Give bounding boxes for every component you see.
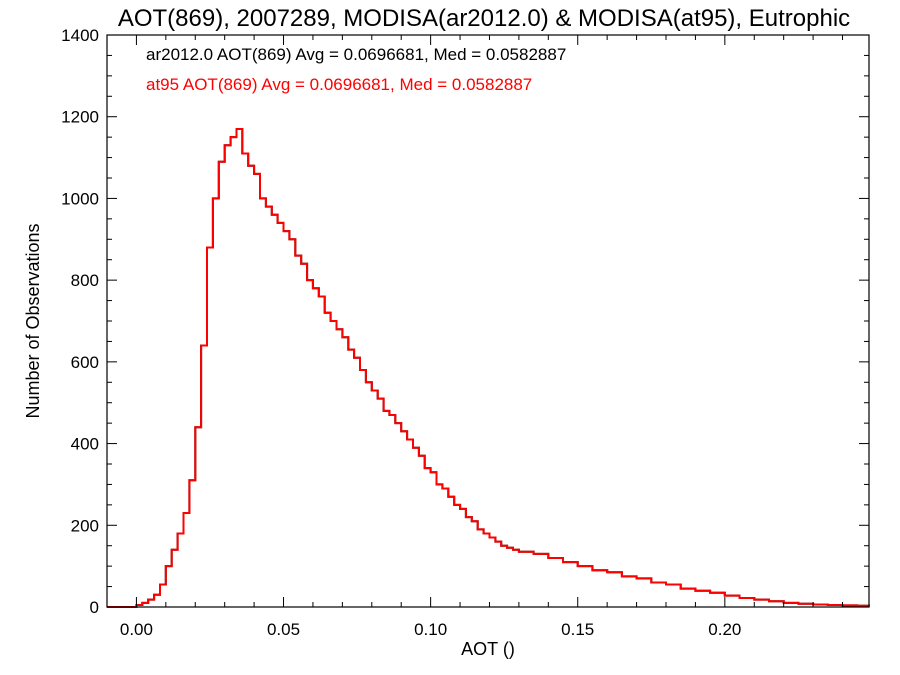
y-tick-label: 1400 — [61, 26, 99, 45]
y-tick-label: 1200 — [61, 108, 99, 127]
y-tick-label: 600 — [71, 353, 99, 372]
x-axis-label: AOT () — [461, 639, 515, 659]
y-tick-label: 200 — [71, 516, 99, 535]
annotation-ar2012: ar2012.0 AOT(869) Avg = 0.0696681, Med =… — [146, 45, 566, 64]
x-tick-label: 0.10 — [414, 620, 447, 639]
x-tick-label: 0.05 — [267, 620, 300, 639]
series-layer — [107, 128, 870, 608]
y-axis: 0 200 400 600 800 1000 1200 1400 — [61, 26, 869, 617]
annotation-at95: at95 AOT(869) Avg = 0.0696681, Med = 0.0… — [146, 75, 532, 94]
x-tick-label: 0.00 — [120, 620, 153, 639]
y-tick-label: 800 — [71, 271, 99, 290]
chart-title: AOT(869), 2007289, MODISA(ar2012.0) & MO… — [118, 5, 850, 32]
y-tick-label: 0 — [90, 598, 99, 617]
y-axis-label: Number of Observations — [23, 223, 43, 418]
x-axis: 0.00 0.05 0.10 0.15 0.20 — [106, 35, 844, 639]
series-line-at95 — [107, 128, 870, 608]
y-tick-label: 1000 — [61, 189, 99, 208]
y-tick-label: 400 — [71, 435, 99, 454]
x-tick-label: 0.15 — [561, 620, 594, 639]
x-tick-label: 0.20 — [708, 620, 741, 639]
